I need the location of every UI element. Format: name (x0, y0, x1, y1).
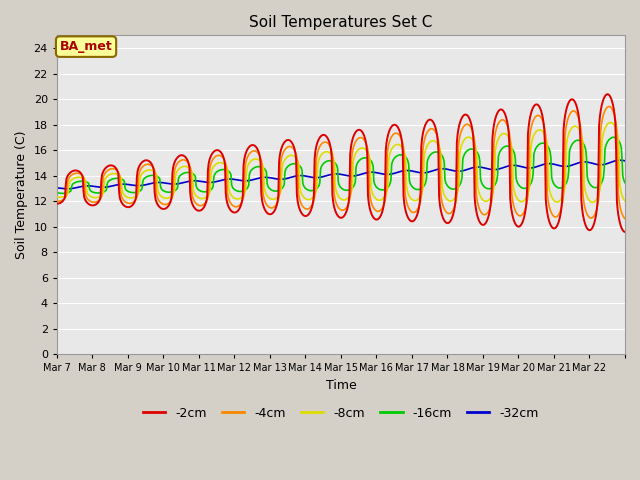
Title: Soil Temperatures Set C: Soil Temperatures Set C (249, 15, 433, 30)
Text: BA_met: BA_met (60, 40, 113, 53)
Y-axis label: Soil Temperature (C): Soil Temperature (C) (15, 131, 28, 259)
X-axis label: Time: Time (326, 379, 356, 392)
Legend: -2cm, -4cm, -8cm, -16cm, -32cm: -2cm, -4cm, -8cm, -16cm, -32cm (138, 402, 544, 425)
